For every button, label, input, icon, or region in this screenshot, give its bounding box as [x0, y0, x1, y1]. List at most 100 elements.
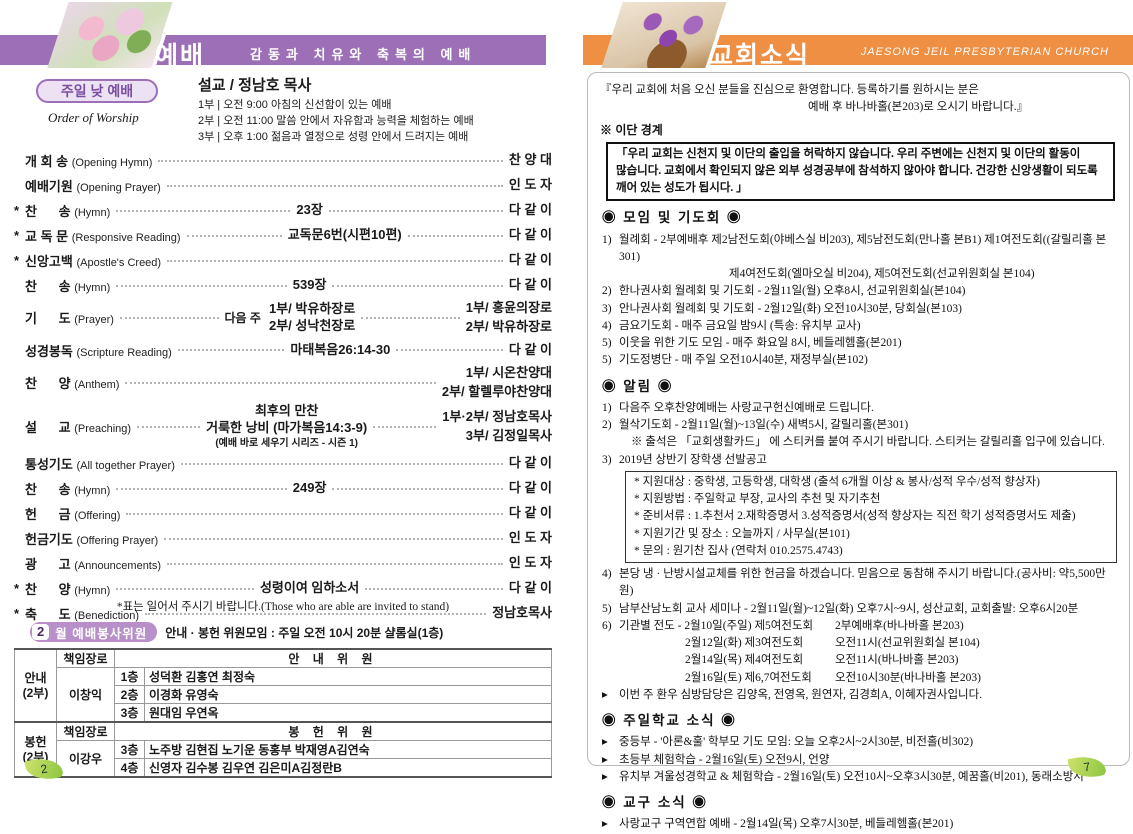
worship-right-value: 정남호목사 — [492, 604, 552, 623]
worship-row: 헌금기도 (Offering Prayer) 인 도 자 — [14, 526, 552, 551]
worship-item-label: 신앙고백 (Apostle's Creed) — [25, 254, 162, 269]
worship-item-label-en: (Announcements) — [74, 560, 162, 573]
worship-item-label-en: (Scripture Reading) — [76, 346, 172, 359]
worship-row: * 찬 양 (Hymn) 성령이여 임하소서 다 같 이 — [14, 576, 552, 601]
worship-right-value: 인 도 자 — [509, 554, 552, 573]
floor-label: 2층 — [114, 685, 145, 704]
item-text: 사랑교구 구역연합 예배 - 2월14일(목) 오후7시30분, 베들레헴홀(본… — [619, 818, 954, 831]
worship-center-value: 마태복음26:14-30 — [290, 342, 390, 359]
dotted-leader — [116, 209, 291, 212]
dotted-leader — [126, 512, 503, 515]
worship-center: 마태복음26:14-30 — [290, 342, 390, 359]
committee-note: 안내 · 봉헌 위원모임 : 주일 오전 10시 20분 샬롬실(1층) — [165, 625, 444, 640]
worship-item-label-en: (Hymn) — [74, 485, 111, 498]
right-line: 정남호목사 — [492, 605, 552, 621]
committee-row: 2층 이경화 유영숙 — [15, 685, 552, 704]
worship-item-label: 기 도 (Prayer) — [25, 311, 114, 327]
elder-name: 이창익 — [56, 667, 115, 723]
worship-row: * 축 도 (Benediction) 정남호목사 — [14, 601, 552, 626]
worship-item-label-en: (Prayer) — [74, 314, 114, 327]
worship-item-label: 통성기도 (All together Prayer) — [25, 457, 175, 473]
dotted-leader — [119, 316, 219, 319]
dotted-leader — [407, 234, 503, 237]
news-item: ▸ 초등부 체험학습 - 2월16일(토) 오전9시, 언양 — [600, 752, 1117, 769]
worship-item-label: 예배기원 (Opening Prayer) — [25, 179, 161, 194]
worship-row: 찬 송 (Hymn) 249장 다 같 이 — [14, 476, 552, 501]
worship-item-label: 찬 송 (Hymn) — [25, 204, 111, 219]
worship-item-label-en: (Offering) — [74, 510, 121, 523]
worship-item-label: 교 독 문 (Responsive Reading) — [25, 229, 181, 244]
item-prefix: ▸ — [602, 753, 608, 766]
center-line: 23장 — [296, 202, 323, 218]
news-item: 6) 기관별 전도 - 2월10일(주일) 제5여전도회 2부예배후(바나바홀 본2… — [600, 618, 1117, 687]
news-item: 3) 2019년 상반기 장학생 선발공고 * 지원대상 : 중학생, 고등학생, … — [600, 452, 1117, 563]
item-text: 이번 주 환우 심방담당은 김양옥, 전영옥, 원연자, 김경희A, 이혜자권사… — [619, 688, 983, 701]
center-line: 2부/ 성낙천장로 — [268, 317, 356, 333]
worship-right-value: 다 같 이 — [509, 341, 552, 360]
news-item: 4) 본당 냉 · 난방시설교체를 위한 헌금을 하겠습니다. 믿음으로 동참해 … — [600, 566, 1117, 601]
worship-right-value: 찬 양 대 — [509, 151, 552, 170]
dotted-leader — [125, 381, 436, 384]
floor-label: 1층 — [114, 667, 145, 686]
right-line: 다 같 이 — [508, 227, 552, 243]
page-news: 교회소식 JAESONG JEIL PRESBYTERIAN CHURCH 『우… — [567, 0, 1133, 830]
news-item: ▸ 사랑교구 구역연합 예배 - 2월14일(목) 오후7시30분, 베들레헴홀(… — [600, 816, 1117, 833]
worship-item-label: 개 회 송 (Opening Hymn) — [25, 154, 153, 169]
news-item: ▸ 유치부 겨울성경학교 & 체험학습 - 2월16일(토) 오전10시~오후3시… — [600, 769, 1117, 786]
order-of-worship-label: Order of Worship — [48, 110, 139, 125]
dotted-leader — [167, 562, 503, 565]
worship-right-value: 다 같 이 — [509, 454, 552, 473]
worship-center-value: 교독문6번(시편10편) — [288, 227, 402, 244]
worship-center-value: 최후의 만찬 거룩한 낭비 (마가복음14:3-9) (예배 바로 세우기 시리즈 … — [206, 403, 367, 450]
worship-row: * 교 독 문 (Responsive Reading) 교독문6번(시편10편) 다… — [14, 223, 552, 248]
dotted-leader — [116, 284, 287, 287]
two-col-row: 기관별 전도 - 2월10일(주일) 제5여전도회 2부예배후(바나바홀 본203… — [619, 618, 1117, 635]
right-line: 다 같 이 — [508, 341, 553, 357]
page-subtitle: 감동과 치유와 축복의 예배 — [250, 47, 477, 62]
news-item: 4) 금요기도회 - 매주 금요일 밤9시 (특송: 유치부 교사) — [600, 318, 1117, 335]
worship-center: 539장 — [293, 277, 327, 294]
item-text: 남부산남노회 교사 세미나 - 2월11일(월)~12일(화) 오후7시~9시,… — [619, 602, 1079, 615]
worship-row: 기 도 (Prayer) 다음 주 1부/ 박유하장로 2부/ 성낙천장로 1부/ 홍윤… — [14, 298, 552, 338]
month-number: 2 — [32, 624, 50, 640]
member-names: 성덕환 김홍연 최정숙 — [144, 667, 552, 686]
news-item: 1) 월례회 - 2부예배후 제2남전도회(야베스실 비203), 제5남전도회(… — [600, 232, 1117, 284]
worship-item-label-en: (Preaching) — [74, 423, 132, 436]
order-of-worship-list: 개 회 송 (Opening Hymn) 찬 양 대 예배기원 (Opening … — [14, 148, 552, 626]
service-badge: 주일 낮 예배 — [36, 79, 158, 103]
item-prefix: 5) — [602, 602, 612, 615]
right-line: 2부/ 할렐루야찬양대 — [441, 383, 552, 399]
box-line: * 문의 : 원기찬 집사 (연락처 010.2575.4743) — [634, 544, 843, 557]
worship-row: 찬 송 (Hymn) 539장 다 같 이 — [14, 273, 552, 298]
worship-item-label-en: (Opening Hymn) — [71, 157, 153, 169]
dotted-leader — [396, 349, 503, 352]
section-title: ◉ 교구 소식 ◉ — [602, 795, 708, 810]
center-line: 교독문6번(시편10편) — [287, 227, 402, 243]
worship-item-label-en: (Offering Prayer) — [76, 535, 159, 548]
worship-right-value: 다 같 이 — [509, 276, 552, 295]
item-text: 중등부 - '아론&훌' 학부모 기도 모임: 오늘 오후2시~2시30분, 비… — [619, 736, 974, 749]
center-subline: (예배 바로 세우기 시리즈 - 시즌 1) — [215, 438, 358, 450]
heresy-line: 깨어 있는 성도가 됩시다. 」 — [616, 182, 748, 194]
worship-item-label-en: (Benediction) — [74, 610, 140, 623]
box-line: * 준비서류 : 1.추천서 2.재학증명서 3.성적증명서(성적 향상자는 직… — [634, 510, 1076, 523]
member-names: 신영자 김수봉 김우연 김은미A김정란B — [144, 758, 552, 778]
worship-item-label: 찬 송 (Hymn) — [25, 482, 111, 498]
right-line: 다 같 이 — [508, 580, 553, 596]
item-prefix: ▸ — [602, 688, 608, 701]
worship-center: 성령이여 임하소서 — [260, 580, 359, 597]
worship-right-value: 인 도 자 — [509, 529, 552, 548]
worship-row: 찬 양 (Anthem) 1부/ 시온찬양대 2부/ 할렐루야찬양대 — [14, 363, 552, 403]
dotted-leader — [137, 425, 201, 428]
worship-right-value: 다 같 이 — [509, 251, 552, 270]
worship-right-value: 다 같 이 — [509, 579, 552, 598]
floor-label: 3층 — [114, 703, 145, 723]
right-line: 다 같 이 — [508, 252, 552, 268]
worship-row: 광 고 (Announcements) 인 도 자 — [14, 551, 552, 576]
stand-asterisk: * — [14, 253, 20, 268]
sermon-title: 설교 / 정남호 목사 — [198, 77, 312, 94]
stand-asterisk: * — [14, 228, 20, 243]
col-left: 2월16일(토) 제6,7여전도회 — [685, 671, 812, 684]
worship-right-value: 1부/ 홍윤의장로 2부/ 박유하장로 — [466, 299, 552, 337]
item-prefix: ▸ — [602, 736, 608, 749]
